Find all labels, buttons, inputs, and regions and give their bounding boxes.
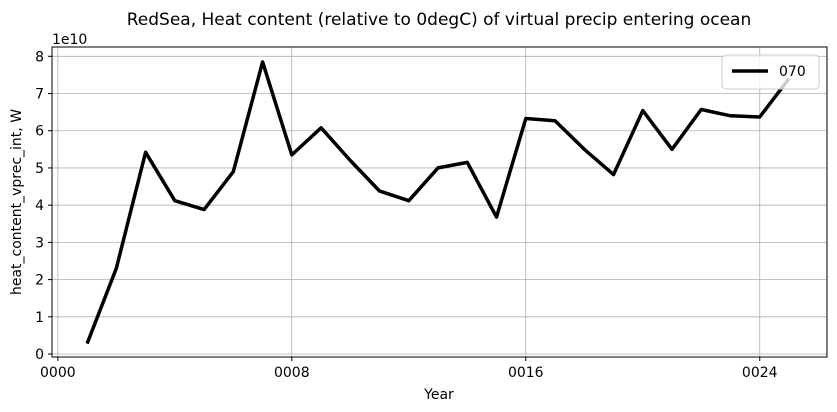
chart-title: RedSea, Heat content (relative to 0degC)… [127, 10, 752, 30]
y-tick-label: 2 [35, 273, 44, 289]
x-tick-label: 0008 [274, 365, 310, 381]
y-tick-label: 4 [35, 198, 44, 214]
y-tick-label: 0 [35, 347, 44, 363]
x-tick-label: 0016 [508, 365, 544, 381]
axis-ticks: 0000 0008 0016 0024 0 1 2 3 4 5 6 7 8 [35, 49, 778, 381]
y-axis-label: heat_content_vprec_int, W [9, 109, 25, 295]
y-offset-text: 1e10 [52, 32, 87, 48]
y-tick-label: 5 [35, 161, 44, 177]
y-tick-label: 3 [35, 235, 44, 251]
plot-frame [51, 46, 828, 358]
y-tick-label: 8 [35, 49, 44, 65]
legend-box [721, 54, 820, 90]
x-axis-label: Year [423, 387, 454, 403]
y-tick-label: 1 [35, 310, 44, 326]
x-tick-label: 0000 [40, 365, 76, 381]
legend: 070 [721, 54, 820, 90]
series-lines [85, 60, 791, 345]
x-tick-label: 0024 [742, 365, 778, 381]
legend-entry-label: 070 [779, 64, 806, 80]
y-tick-label: 7 [35, 87, 44, 103]
y-tick-label: 6 [35, 124, 44, 140]
